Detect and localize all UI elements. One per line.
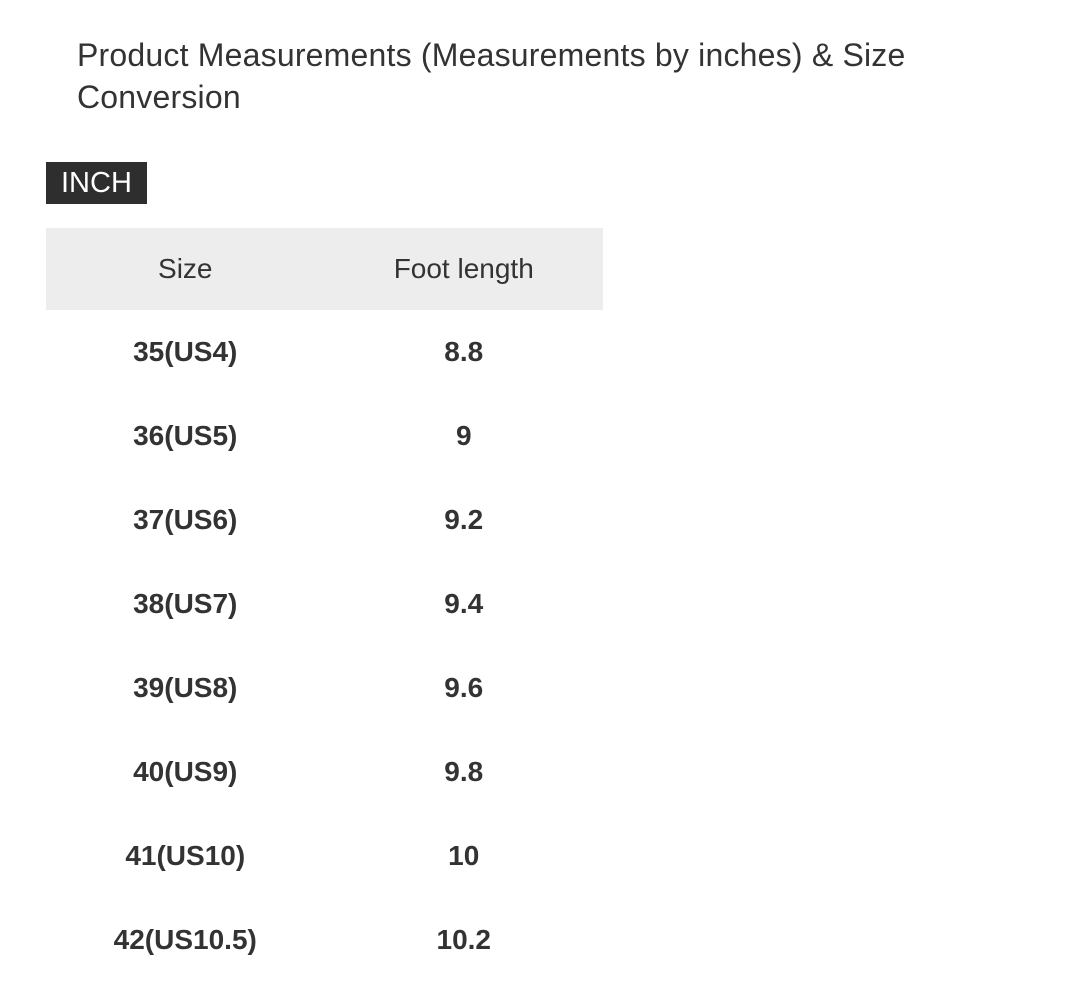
- size-cell: 36(US5): [133, 420, 238, 451]
- size-cell: 42(US10.5): [113, 924, 257, 955]
- unit-badge: INCH: [46, 162, 147, 204]
- size-cell: 37(US6): [133, 504, 238, 535]
- foot-length-cell: 10.2: [436, 924, 492, 955]
- table-row: 40(US9) 9.8: [46, 730, 603, 814]
- foot-length-cell: 9.4: [444, 588, 484, 619]
- page-title: Product Measurements (Measurements by in…: [77, 37, 906, 115]
- size-cell: 35(US4): [133, 336, 238, 367]
- table-row: 35(US4) 8.8: [46, 310, 603, 394]
- size-cell: 40(US9): [133, 756, 238, 787]
- table-row: 41(US10) 10: [46, 814, 603, 898]
- table-row: 37(US6) 9.2: [46, 478, 603, 562]
- foot-length-cell: 9.2: [444, 504, 484, 535]
- table-row: 42(US10.5) 10.2: [46, 898, 603, 982]
- size-cell: 38(US7): [133, 588, 238, 619]
- foot-length-cell: 10: [448, 840, 480, 871]
- size-cell: 39(US8): [133, 672, 238, 703]
- foot-length-cell: 8.8: [444, 336, 484, 367]
- size-cell: 41(US10): [125, 840, 246, 871]
- table-row: 38(US7) 9.4: [46, 562, 603, 646]
- foot-length-cell: 9: [455, 420, 472, 451]
- column-header-foot-length: Foot length: [393, 253, 534, 284]
- foot-length-cell: 9.8: [444, 756, 484, 787]
- table-row: 39(US8) 9.6: [46, 646, 603, 730]
- size-table: Size Foot length 35(US4) 8.8 36(US5) 9 3…: [46, 228, 603, 982]
- column-header-size: Size: [158, 253, 213, 284]
- table-header-row: Size Foot length: [46, 228, 603, 310]
- foot-length-cell: 9.6: [444, 672, 484, 703]
- table-row: 36(US5) 9: [46, 394, 603, 478]
